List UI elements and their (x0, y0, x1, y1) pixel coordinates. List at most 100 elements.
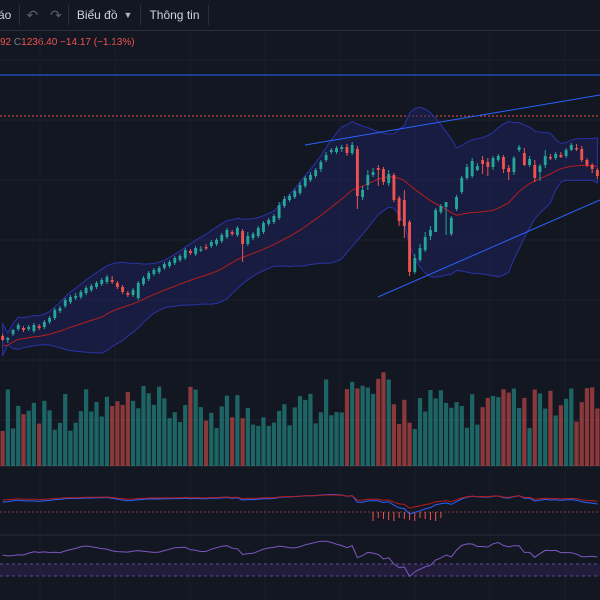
undo-icon[interactable]: ↶ (26, 6, 39, 23)
volume-bar (266, 425, 271, 466)
candle-body (241, 231, 245, 244)
candle-body (220, 235, 224, 241)
volume-bar (543, 408, 548, 466)
volume-bar (277, 410, 282, 466)
info-label: Thông tin (149, 8, 200, 22)
candle-body (136, 283, 140, 298)
volume-bar (125, 392, 130, 466)
volume-bar (245, 407, 250, 466)
volume-bar (360, 385, 365, 466)
candle-body (538, 166, 542, 172)
candle-body (142, 278, 145, 284)
volume-bar (110, 405, 115, 466)
volume-bar (16, 405, 21, 466)
volume-bar (188, 386, 193, 466)
cut-menu-label[interactable]: áo (0, 8, 12, 22)
volume-bar (172, 412, 177, 466)
candle-body (486, 162, 490, 167)
volume-bar (329, 415, 334, 466)
candle-body (215, 240, 218, 244)
candle-body (517, 147, 521, 150)
candle-body (376, 168, 380, 170)
volume-bar (579, 402, 584, 466)
legend-close-prefix: C (13, 37, 22, 48)
volume-bar (303, 399, 308, 466)
candle-body (22, 328, 25, 330)
candle-body (418, 248, 422, 260)
candle-body (470, 161, 474, 176)
toolbar-separator (67, 5, 69, 25)
macd-pane (0, 493, 600, 521)
chevron-down-icon: ▼ (123, 10, 133, 20)
volume-bar (511, 388, 517, 466)
candle-body (256, 228, 260, 236)
candle-body (131, 290, 135, 295)
volume-bar (496, 397, 501, 466)
candle-body (455, 197, 458, 209)
candle-body (178, 256, 182, 260)
candle-body (199, 249, 203, 251)
volume-bar (459, 405, 464, 466)
volume-bar (261, 417, 266, 466)
candle-body (397, 198, 401, 221)
candle-body (590, 165, 594, 169)
candle-body (162, 264, 166, 268)
rsi-band (0, 564, 600, 576)
candle-body (335, 148, 338, 152)
volume-bar (412, 429, 417, 466)
candle-body (569, 145, 573, 150)
volume-bar (240, 418, 245, 466)
candle-body (126, 293, 130, 295)
volume-bar (365, 387, 370, 466)
volume-bar (464, 427, 470, 466)
volume-bar (83, 389, 89, 466)
candle-body (324, 155, 328, 160)
volume-bar (209, 412, 214, 466)
volume-bar (438, 390, 443, 466)
candle-body (559, 155, 563, 157)
candle-body (507, 168, 511, 172)
volume-bar (151, 404, 157, 466)
candle-body (449, 218, 453, 234)
volume-bar (334, 412, 339, 466)
trendline-upper[interactable] (304, 94, 600, 146)
volume-bar (443, 402, 449, 466)
trendline-lower[interactable] (377, 199, 600, 298)
candle-body (173, 258, 177, 263)
toolbar-separator (207, 5, 209, 25)
candle-body (522, 153, 526, 165)
candle-body (319, 162, 323, 169)
chart-dropdown-button[interactable]: Biểu đồ ▼ (69, 0, 141, 30)
volume-bar (230, 417, 235, 466)
candle-body (115, 283, 119, 287)
volume-bar (313, 423, 318, 466)
candle-body (371, 172, 375, 175)
candle-body (63, 300, 67, 306)
volume-bar (308, 393, 313, 466)
volume-bar (355, 388, 360, 466)
candle-body (502, 157, 505, 169)
candle-body (105, 277, 109, 282)
candle-body (157, 268, 161, 272)
candle-body (345, 147, 349, 153)
volume-bar (475, 424, 480, 466)
volume-bar (177, 421, 183, 466)
volume-bar (297, 396, 303, 466)
volume-bar (68, 430, 73, 466)
volume-bar (595, 408, 600, 466)
candle-body (272, 216, 276, 222)
info-button[interactable]: Thông tin (141, 0, 207, 30)
volume-bar (256, 425, 261, 466)
volume-bar (130, 400, 136, 466)
candle-body (366, 175, 370, 185)
redo-icon[interactable]: ↷ (50, 6, 62, 23)
volume-bar (423, 411, 428, 466)
volume-bar (47, 410, 52, 466)
candle-body (350, 145, 354, 153)
volume-bar (532, 389, 537, 466)
volume-bar (449, 407, 454, 466)
volume-bar (52, 429, 57, 466)
candle-body (267, 220, 271, 224)
volume-bar (214, 428, 219, 466)
